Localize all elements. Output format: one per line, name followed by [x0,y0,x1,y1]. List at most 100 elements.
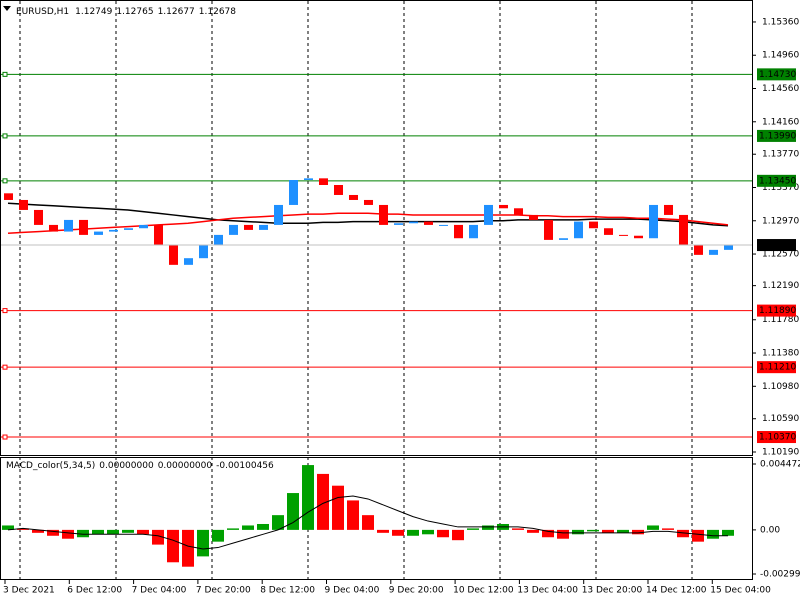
header-value: 0.00000000 [158,461,213,471]
candle [679,214,688,245]
x-tick-label: 6 Dec 12:00 [67,586,122,596]
level-marker [2,364,8,370]
macd-bar [602,529,614,533]
y-tick-label: 1.13370 [762,183,799,193]
panel-title: EURUSD,H1 [16,7,69,17]
panel-header: EURUSD,H1 1.12749 1.12765 1.12677 1.12678 [16,7,236,17]
macd-bar [407,529,419,536]
candle [229,224,238,235]
candle [709,249,718,255]
x-tick-label: 13 Dec 20:00 [582,586,643,596]
level-marker [2,133,8,139]
x-tick-label: 8 Dec 12:00 [260,586,315,596]
macd-bar [227,528,239,530]
macd-frame [0,457,753,580]
macd-bar [182,529,194,567]
candle [394,223,403,225]
y-tick-label: 1.10980 [762,382,799,392]
moving-average [7,202,729,227]
x-tick-label: 15 Dec 04:00 [710,586,771,596]
x-tick-label: 3 Dec 2021 [3,586,55,596]
macd-bar [707,529,719,539]
macd-bar [377,529,389,533]
macd-bar [572,529,584,535]
candle [364,199,373,205]
macd-bar [557,529,569,539]
level-label: 1.11210 [759,363,796,373]
macd-bar [197,529,209,557]
y-tick-label: 1.10590 [762,414,799,424]
last-price-label: 1.12678 [759,241,796,251]
last-price-bg [757,239,796,252]
candle [124,228,133,230]
x-tick-label: 14 Dec 12:00 [646,586,707,596]
macd-bar [617,529,629,533]
y-tick-label: 1.12570 [762,250,799,260]
x-tick-label: 7 Dec 04:00 [132,586,187,596]
macd-bar [542,529,554,538]
candle [49,224,58,232]
macd-bar [47,529,59,536]
macd-bar [632,529,644,535]
y-tick-label: 1.12970 [762,216,799,226]
main-frame [0,0,753,456]
header-value: 1.12678 [199,7,236,17]
candle [664,204,673,215]
candle [409,221,418,224]
day-separators [19,1,693,580]
candle [139,224,148,229]
macd-bar [392,529,404,536]
candle [259,224,268,230]
macd-bar [152,529,164,545]
y-tick-label: 1.12190 [762,281,799,291]
x-tick-label: 9 Dec 20:00 [389,586,444,596]
panel-header: MACD_color(5,34,5) 0.00000000 0.00000000 -0… [6,461,274,471]
level-label: 1.13450 [759,176,796,186]
level-marker [2,434,8,440]
x-tick-label: 10 Dec 12:00 [453,586,514,596]
candle [319,178,328,185]
macd-bar [137,529,149,535]
macd-bar [317,473,329,530]
candle [589,221,598,229]
macd-bar [107,529,119,535]
candle [4,193,13,200]
x-tick-label: 9 Dec 04:00 [325,586,380,596]
macd-bar [92,529,104,535]
macd-bar [527,529,539,533]
level-label: 1.11890 [759,306,796,316]
candle [619,234,628,236]
candle [19,199,28,210]
candle [94,231,103,235]
menu-triangle [3,6,11,11]
macd-bar [677,529,689,538]
header-value: 0.00000000 [99,461,154,471]
candle [274,204,283,225]
candle [169,244,178,265]
macd-bar [422,529,434,535]
candle [154,224,163,245]
candle [559,238,568,240]
candle [184,258,193,265]
level-label: 1.10370 [759,433,796,443]
level-label: 1.14730 [759,70,796,80]
level-label-bg [757,304,796,317]
macd-bar [2,525,14,530]
panel-title: MACD_color(5,34,5) [6,461,95,471]
macd-bar [77,529,89,538]
macd-bar [452,529,464,541]
level-marker [2,71,8,77]
candle [289,180,298,205]
y-tick-label: 1.11780 [762,315,799,325]
macd-bar [17,528,29,530]
level-label-bg [757,431,796,444]
y-tick-label: -0.0029956 [760,570,800,580]
moving-average [7,212,729,234]
candle [574,221,583,239]
header-value: 1.12677 [158,7,195,17]
macd-bar [482,525,494,530]
macd-bar [122,529,134,533]
y-tick-label: 1.13770 [762,150,799,160]
level-marker [2,178,8,184]
